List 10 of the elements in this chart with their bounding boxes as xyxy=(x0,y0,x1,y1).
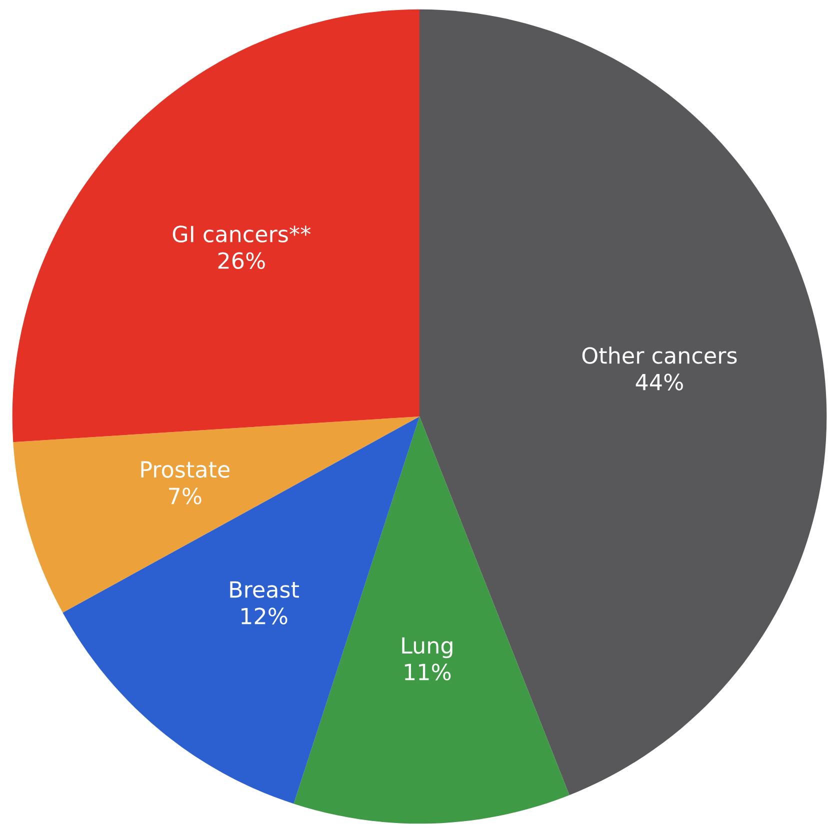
slice-label: GI cancers** xyxy=(172,226,311,242)
slice-label: Lung xyxy=(402,637,452,658)
data-label: 11% xyxy=(404,664,451,680)
data-label: 7% xyxy=(169,488,202,504)
slice-label: Other cancers xyxy=(582,346,737,364)
data-label: 26% xyxy=(218,252,265,269)
slice-label: Prostate xyxy=(141,461,230,478)
data-label: 12% xyxy=(242,608,288,624)
data-label: 44% xyxy=(636,374,683,390)
slice-label: Breast xyxy=(230,581,299,598)
